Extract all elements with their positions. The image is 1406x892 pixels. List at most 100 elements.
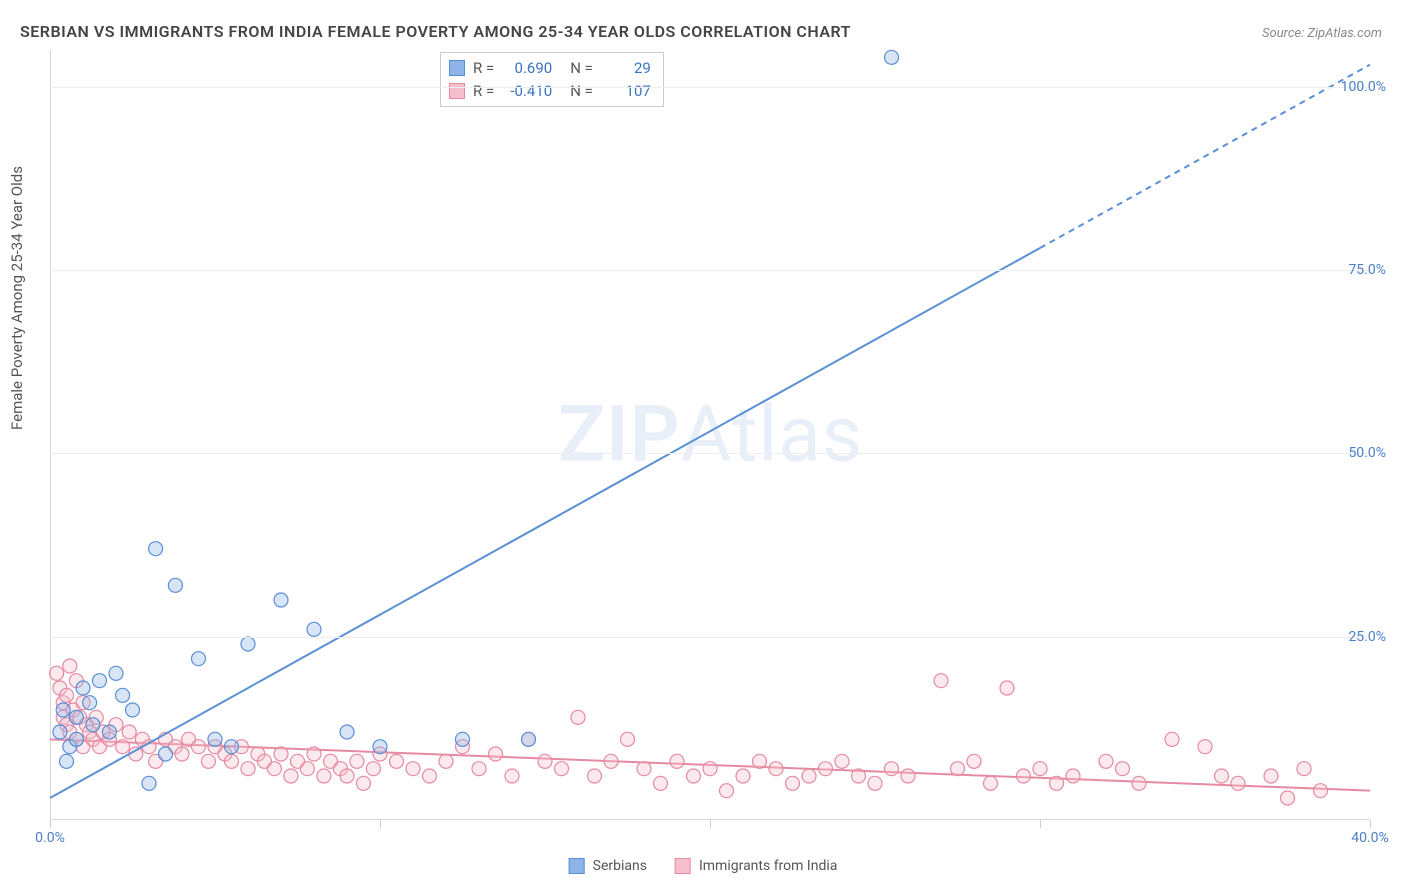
correlation-stats-box: R = 0.690 N = 29 R = -0.410 N = 107 bbox=[440, 52, 664, 107]
data-point-india bbox=[571, 710, 585, 724]
data-point-india bbox=[1033, 762, 1047, 776]
data-point-serbians bbox=[159, 747, 173, 761]
data-point-serbians bbox=[456, 732, 470, 746]
data-point-india bbox=[267, 762, 281, 776]
data-point-india bbox=[604, 754, 618, 768]
data-point-serbians bbox=[76, 681, 90, 695]
data-point-india bbox=[390, 754, 404, 768]
data-point-india bbox=[1281, 791, 1295, 805]
data-point-india bbox=[122, 725, 136, 739]
data-point-india bbox=[1066, 769, 1080, 783]
data-point-india bbox=[703, 762, 717, 776]
data-point-india bbox=[317, 769, 331, 783]
data-point-india bbox=[819, 762, 833, 776]
stats-row-india: R = -0.410 N = 107 bbox=[449, 80, 651, 103]
y-tick-label: 50.0% bbox=[1348, 445, 1386, 461]
data-point-india bbox=[1198, 740, 1212, 754]
data-point-serbians bbox=[109, 666, 123, 680]
data-point-serbians bbox=[522, 732, 536, 746]
x-tick bbox=[1040, 820, 1041, 828]
x-tick bbox=[50, 820, 51, 828]
data-point-india bbox=[670, 754, 684, 768]
data-point-serbians bbox=[168, 578, 182, 592]
data-point-serbians bbox=[126, 703, 140, 717]
data-point-serbians bbox=[192, 652, 206, 666]
stat-r-label: R = bbox=[473, 57, 494, 80]
data-point-india bbox=[588, 769, 602, 783]
data-point-india bbox=[300, 762, 314, 776]
data-point-india bbox=[63, 659, 77, 673]
trend-line-dashed-serbians bbox=[1040, 65, 1370, 248]
data-point-india bbox=[984, 776, 998, 790]
gridline bbox=[50, 453, 1370, 454]
x-tick bbox=[380, 820, 381, 828]
data-point-india bbox=[60, 688, 74, 702]
data-point-india bbox=[802, 769, 816, 783]
data-point-india bbox=[116, 740, 130, 754]
data-point-india bbox=[687, 769, 701, 783]
stat-n-label: N = bbox=[570, 57, 593, 80]
data-point-india bbox=[1050, 776, 1064, 790]
data-point-india bbox=[786, 776, 800, 790]
data-point-india bbox=[357, 776, 371, 790]
data-point-india bbox=[472, 762, 486, 776]
data-point-india bbox=[201, 754, 215, 768]
data-point-india bbox=[406, 762, 420, 776]
swatch-serbians bbox=[449, 60, 465, 76]
data-point-india bbox=[769, 762, 783, 776]
x-tick bbox=[710, 820, 711, 828]
data-point-india bbox=[1116, 762, 1130, 776]
data-point-serbians bbox=[93, 674, 107, 688]
data-point-serbians bbox=[60, 754, 74, 768]
y-tick-label: 75.0% bbox=[1348, 262, 1386, 278]
data-point-india bbox=[307, 747, 321, 761]
data-point-india bbox=[423, 769, 437, 783]
stat-r-value-serbians: 0.690 bbox=[502, 57, 552, 80]
legend-label-india: Immigrants from India bbox=[699, 858, 837, 874]
data-point-india bbox=[835, 754, 849, 768]
x-tick-label: 40.0% bbox=[1351, 830, 1389, 846]
data-point-india bbox=[225, 754, 239, 768]
trend-line-serbians bbox=[50, 248, 1040, 798]
legend: Serbians Immigrants from India bbox=[569, 858, 838, 874]
data-point-india bbox=[967, 754, 981, 768]
data-point-india bbox=[284, 769, 298, 783]
data-point-india bbox=[720, 784, 734, 798]
source-attribution: Source: ZipAtlas.com bbox=[1262, 26, 1382, 41]
data-point-serbians bbox=[83, 696, 97, 710]
scatter-plot-svg bbox=[50, 50, 1370, 820]
data-point-india bbox=[1017, 769, 1031, 783]
chart-title: SERBIAN VS IMMIGRANTS FROM INDIA FEMALE … bbox=[20, 22, 851, 41]
data-point-india bbox=[350, 754, 364, 768]
legend-item-india: Immigrants from India bbox=[675, 858, 837, 874]
data-point-india bbox=[1264, 769, 1278, 783]
data-point-india bbox=[1099, 754, 1113, 768]
data-point-india bbox=[241, 762, 255, 776]
data-point-serbians bbox=[885, 50, 899, 64]
gridline bbox=[50, 637, 1370, 638]
stat-n-label: N = bbox=[570, 80, 593, 103]
data-point-india bbox=[538, 754, 552, 768]
legend-label-serbians: Serbians bbox=[593, 858, 647, 874]
data-point-india bbox=[868, 776, 882, 790]
data-point-india bbox=[366, 762, 380, 776]
data-point-serbians bbox=[208, 732, 222, 746]
data-point-india bbox=[489, 747, 503, 761]
data-point-india bbox=[934, 674, 948, 688]
data-point-serbians bbox=[69, 710, 83, 724]
data-point-serbians bbox=[102, 725, 116, 739]
data-point-india bbox=[340, 769, 354, 783]
data-point-india bbox=[175, 747, 189, 761]
data-point-india bbox=[736, 769, 750, 783]
data-point-india bbox=[901, 769, 915, 783]
data-point-india bbox=[1165, 732, 1179, 746]
data-point-india bbox=[1132, 776, 1146, 790]
gridline bbox=[50, 270, 1370, 271]
stat-n-value-india: 107 bbox=[601, 80, 651, 103]
legend-swatch-india bbox=[675, 858, 691, 874]
data-point-serbians bbox=[307, 622, 321, 636]
data-point-serbians bbox=[142, 776, 156, 790]
data-point-serbians bbox=[373, 740, 387, 754]
data-point-india bbox=[505, 769, 519, 783]
data-point-serbians bbox=[274, 593, 288, 607]
